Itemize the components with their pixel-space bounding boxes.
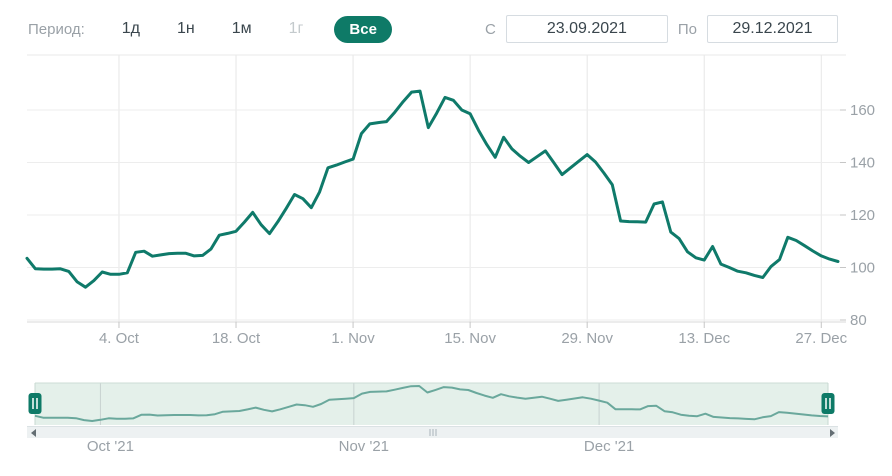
price-line-series: [25, 89, 840, 289]
toolbar: Период: 1д 1н 1м 1г Все С По: [28, 15, 838, 43]
x-axis-label: 1. Nov: [331, 330, 375, 347]
y-axis-label: 100: [850, 260, 875, 277]
y-axis-label: 160: [850, 102, 875, 119]
period-option-1d[interactable]: 1д: [121, 20, 141, 37]
period-option-1m[interactable]: 1м: [231, 20, 252, 37]
navigator-handle-right[interactable]: [821, 393, 835, 414]
navigator-series-line: [34, 385, 829, 422]
y-axis-label: 80: [850, 312, 867, 329]
navigator-month-label: Dec '21: [584, 438, 634, 455]
x-axis-label: 29. Nov: [561, 330, 613, 347]
navigator-month-label: Oct '21: [87, 438, 134, 455]
x-axis-label: 27. Dec: [795, 330, 847, 347]
price-line-chart[interactable]: 80 100 120 140 160 4. Oct 18. Oct 1. Nov 15. Nov…: [0, 0, 892, 360]
date-from-input[interactable]: [505, 15, 668, 43]
period-selector: Период: 1д 1н 1м 1г Все: [28, 15, 392, 43]
y-axis-label: 140: [850, 155, 875, 172]
date-to-label: По: [677, 20, 697, 38]
period-option-1y: 1г: [288, 20, 304, 37]
date-to-input[interactable]: [707, 15, 838, 43]
scroll-right-button[interactable]: [826, 427, 838, 438]
scrollbar-grip-icon[interactable]: [429, 429, 436, 436]
scroll-left-icon: [30, 428, 36, 437]
scroll-right-icon: [829, 428, 835, 437]
navigator-handle-left[interactable]: [28, 393, 42, 414]
y-axis-label: 120: [850, 207, 875, 224]
x-axis-label: 4. Oct: [99, 330, 140, 347]
chart-scrollbar[interactable]: [27, 426, 838, 438]
x-axis-label: 13. Dec: [678, 330, 730, 347]
range-navigator[interactable]: Oct '21 Nov '21 Dec '21: [0, 378, 892, 476]
scrollbar-track[interactable]: [40, 427, 825, 438]
period-label: Период:: [28, 20, 85, 38]
navigator-selected-range[interactable]: [35, 383, 828, 425]
scroll-left-button[interactable]: [27, 427, 39, 438]
period-option-1w[interactable]: 1н: [177, 20, 195, 37]
navigator-month-label: Nov '21: [339, 438, 389, 455]
date-range-picker: С По: [485, 15, 838, 43]
period-option-all[interactable]: Все: [334, 15, 392, 43]
x-axis-label: 18. Oct: [212, 330, 261, 347]
x-axis-label: 15. Nov: [444, 330, 496, 347]
date-from-label: С: [485, 20, 496, 38]
